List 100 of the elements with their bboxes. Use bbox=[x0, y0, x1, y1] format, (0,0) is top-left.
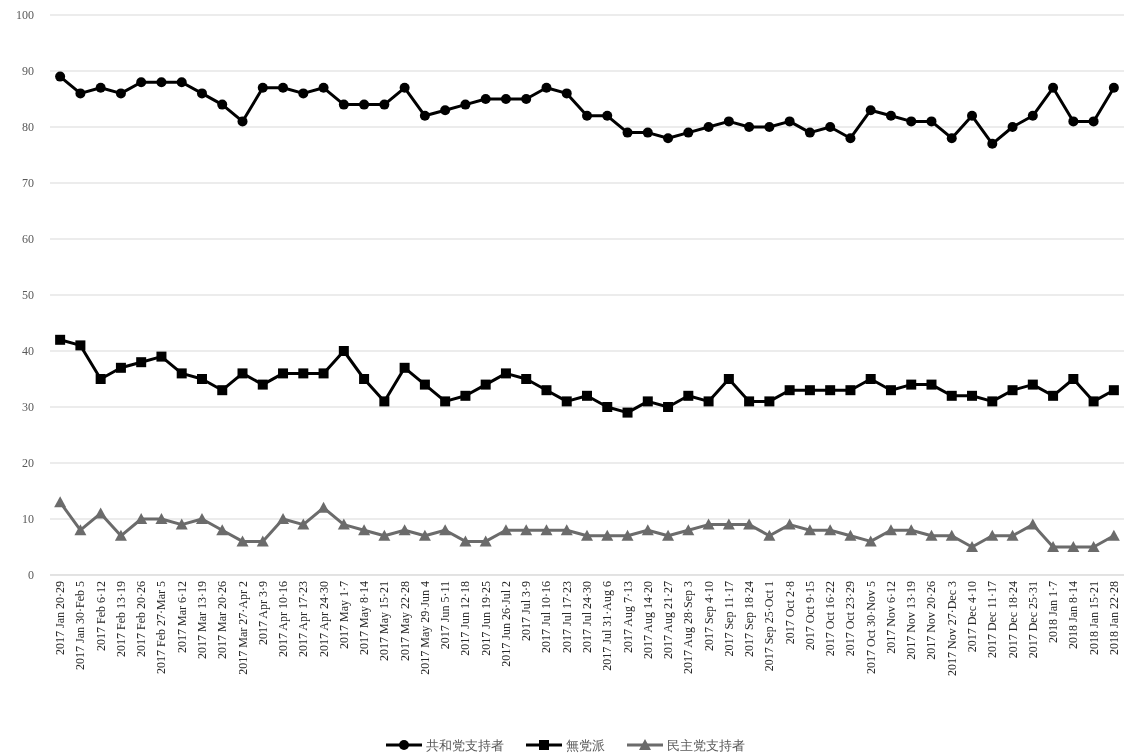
point bbox=[784, 116, 795, 127]
x-tick-label: 2017 Oct 9·15 bbox=[802, 581, 817, 651]
x-tick-label: 2017 Oct 23·29 bbox=[843, 581, 858, 657]
y-tick-label: 60 bbox=[22, 232, 34, 246]
point bbox=[1108, 385, 1119, 396]
x-tick-label: 2017 Nov 13·19 bbox=[904, 581, 919, 660]
point bbox=[967, 110, 978, 121]
point bbox=[906, 379, 917, 390]
point bbox=[723, 374, 734, 384]
x-tick-label: 2017 Feb 13·19 bbox=[113, 581, 128, 657]
x-tick-label: 2017 Jul 3·9 bbox=[519, 581, 534, 641]
point bbox=[419, 110, 430, 121]
x-tick-label: 2017 Dec 4·10 bbox=[965, 581, 980, 653]
point bbox=[399, 362, 410, 373]
point bbox=[906, 116, 917, 127]
point bbox=[622, 127, 633, 138]
point bbox=[75, 88, 86, 99]
point bbox=[825, 385, 836, 396]
point bbox=[884, 524, 897, 536]
y-tick-label: 70 bbox=[22, 176, 34, 190]
legend-label: 共和党支持者 bbox=[426, 738, 504, 753]
point bbox=[439, 524, 452, 536]
point bbox=[298, 368, 309, 379]
point bbox=[864, 535, 877, 547]
point bbox=[663, 133, 674, 144]
point bbox=[582, 390, 592, 401]
point bbox=[540, 524, 553, 536]
x-tick-label: 2017 Aug 7·13 bbox=[620, 581, 635, 653]
point bbox=[825, 122, 836, 132]
point bbox=[419, 379, 430, 390]
point bbox=[378, 529, 391, 541]
point bbox=[440, 105, 451, 116]
x-tick-label: 2017 Feb 27·Mar 5 bbox=[154, 581, 169, 674]
point bbox=[885, 385, 896, 396]
x-tick-label: 2017 Sep 25·Oct 1 bbox=[762, 581, 777, 672]
x-tick-label: 2017 Jun 12·18 bbox=[458, 581, 473, 656]
point bbox=[967, 390, 978, 401]
point bbox=[358, 524, 371, 536]
point bbox=[217, 99, 228, 110]
point bbox=[844, 529, 857, 541]
point bbox=[1088, 116, 1099, 127]
x-tick-label: 2017 Mar 20·26 bbox=[215, 581, 230, 659]
point bbox=[217, 385, 228, 396]
x-tick-label: 2017 May 29·Jun 4 bbox=[417, 581, 432, 675]
point bbox=[95, 82, 106, 93]
x-tick-label: 2017 Aug 14·20 bbox=[640, 581, 655, 659]
point bbox=[359, 374, 370, 384]
point bbox=[399, 82, 410, 93]
x-tick-label: 2017 Jul 17·23 bbox=[559, 581, 574, 653]
point bbox=[602, 402, 613, 412]
x-tick-label: 2017 Apr 10·16 bbox=[276, 581, 291, 657]
point bbox=[662, 529, 675, 541]
x-tick-label: 2017 Mar 13·19 bbox=[194, 581, 209, 659]
point bbox=[602, 110, 613, 121]
point bbox=[1007, 385, 1018, 396]
point bbox=[257, 82, 268, 93]
point bbox=[1027, 379, 1038, 390]
point bbox=[277, 513, 290, 524]
x-tick-label: 2017 Nov 20·26 bbox=[924, 581, 939, 660]
point bbox=[278, 82, 289, 93]
y-tick-label: 90 bbox=[22, 64, 34, 78]
x-tick-label: 2018 Jan 1·7 bbox=[1046, 581, 1061, 643]
point bbox=[541, 82, 552, 93]
point bbox=[683, 127, 694, 138]
x-tick-label: 2017 Nov 27·Dec 3 bbox=[944, 581, 959, 676]
point bbox=[642, 396, 653, 407]
x-tick-label: 2018 Jan 15·21 bbox=[1086, 581, 1101, 655]
point bbox=[460, 99, 471, 110]
point bbox=[95, 374, 106, 384]
x-tick-label: 2017 May 15·21 bbox=[377, 581, 392, 661]
point bbox=[905, 524, 918, 536]
point bbox=[297, 518, 310, 530]
point bbox=[114, 529, 127, 541]
x-tick-label: 2017 Apr 17·23 bbox=[296, 581, 311, 657]
x-tick-label: 2017 May 22·28 bbox=[397, 581, 412, 661]
x-tick-label: 2017 Dec 11·17 bbox=[985, 581, 1000, 658]
point bbox=[581, 529, 593, 541]
point bbox=[278, 368, 289, 379]
y-tick-label: 50 bbox=[22, 288, 34, 302]
point bbox=[561, 88, 572, 99]
point bbox=[663, 402, 674, 412]
point bbox=[783, 518, 796, 530]
legend-label: 無党派 bbox=[566, 738, 605, 753]
point bbox=[1047, 541, 1060, 552]
point bbox=[986, 529, 999, 541]
point bbox=[479, 535, 492, 547]
point bbox=[1107, 529, 1120, 541]
point bbox=[75, 340, 86, 351]
point bbox=[1068, 116, 1079, 127]
point bbox=[440, 396, 451, 407]
point bbox=[520, 524, 533, 536]
point bbox=[156, 77, 167, 88]
x-tick-label: 2017 Dec 25·31 bbox=[1025, 581, 1040, 659]
x-tick-label: 2017 Jun 26·Jul 2 bbox=[498, 581, 513, 667]
point bbox=[703, 122, 714, 132]
point bbox=[398, 524, 411, 536]
point bbox=[845, 385, 856, 396]
x-tick-label: 2018 Jan 22·28 bbox=[1106, 581, 1121, 655]
point bbox=[764, 396, 775, 407]
point bbox=[865, 374, 876, 384]
